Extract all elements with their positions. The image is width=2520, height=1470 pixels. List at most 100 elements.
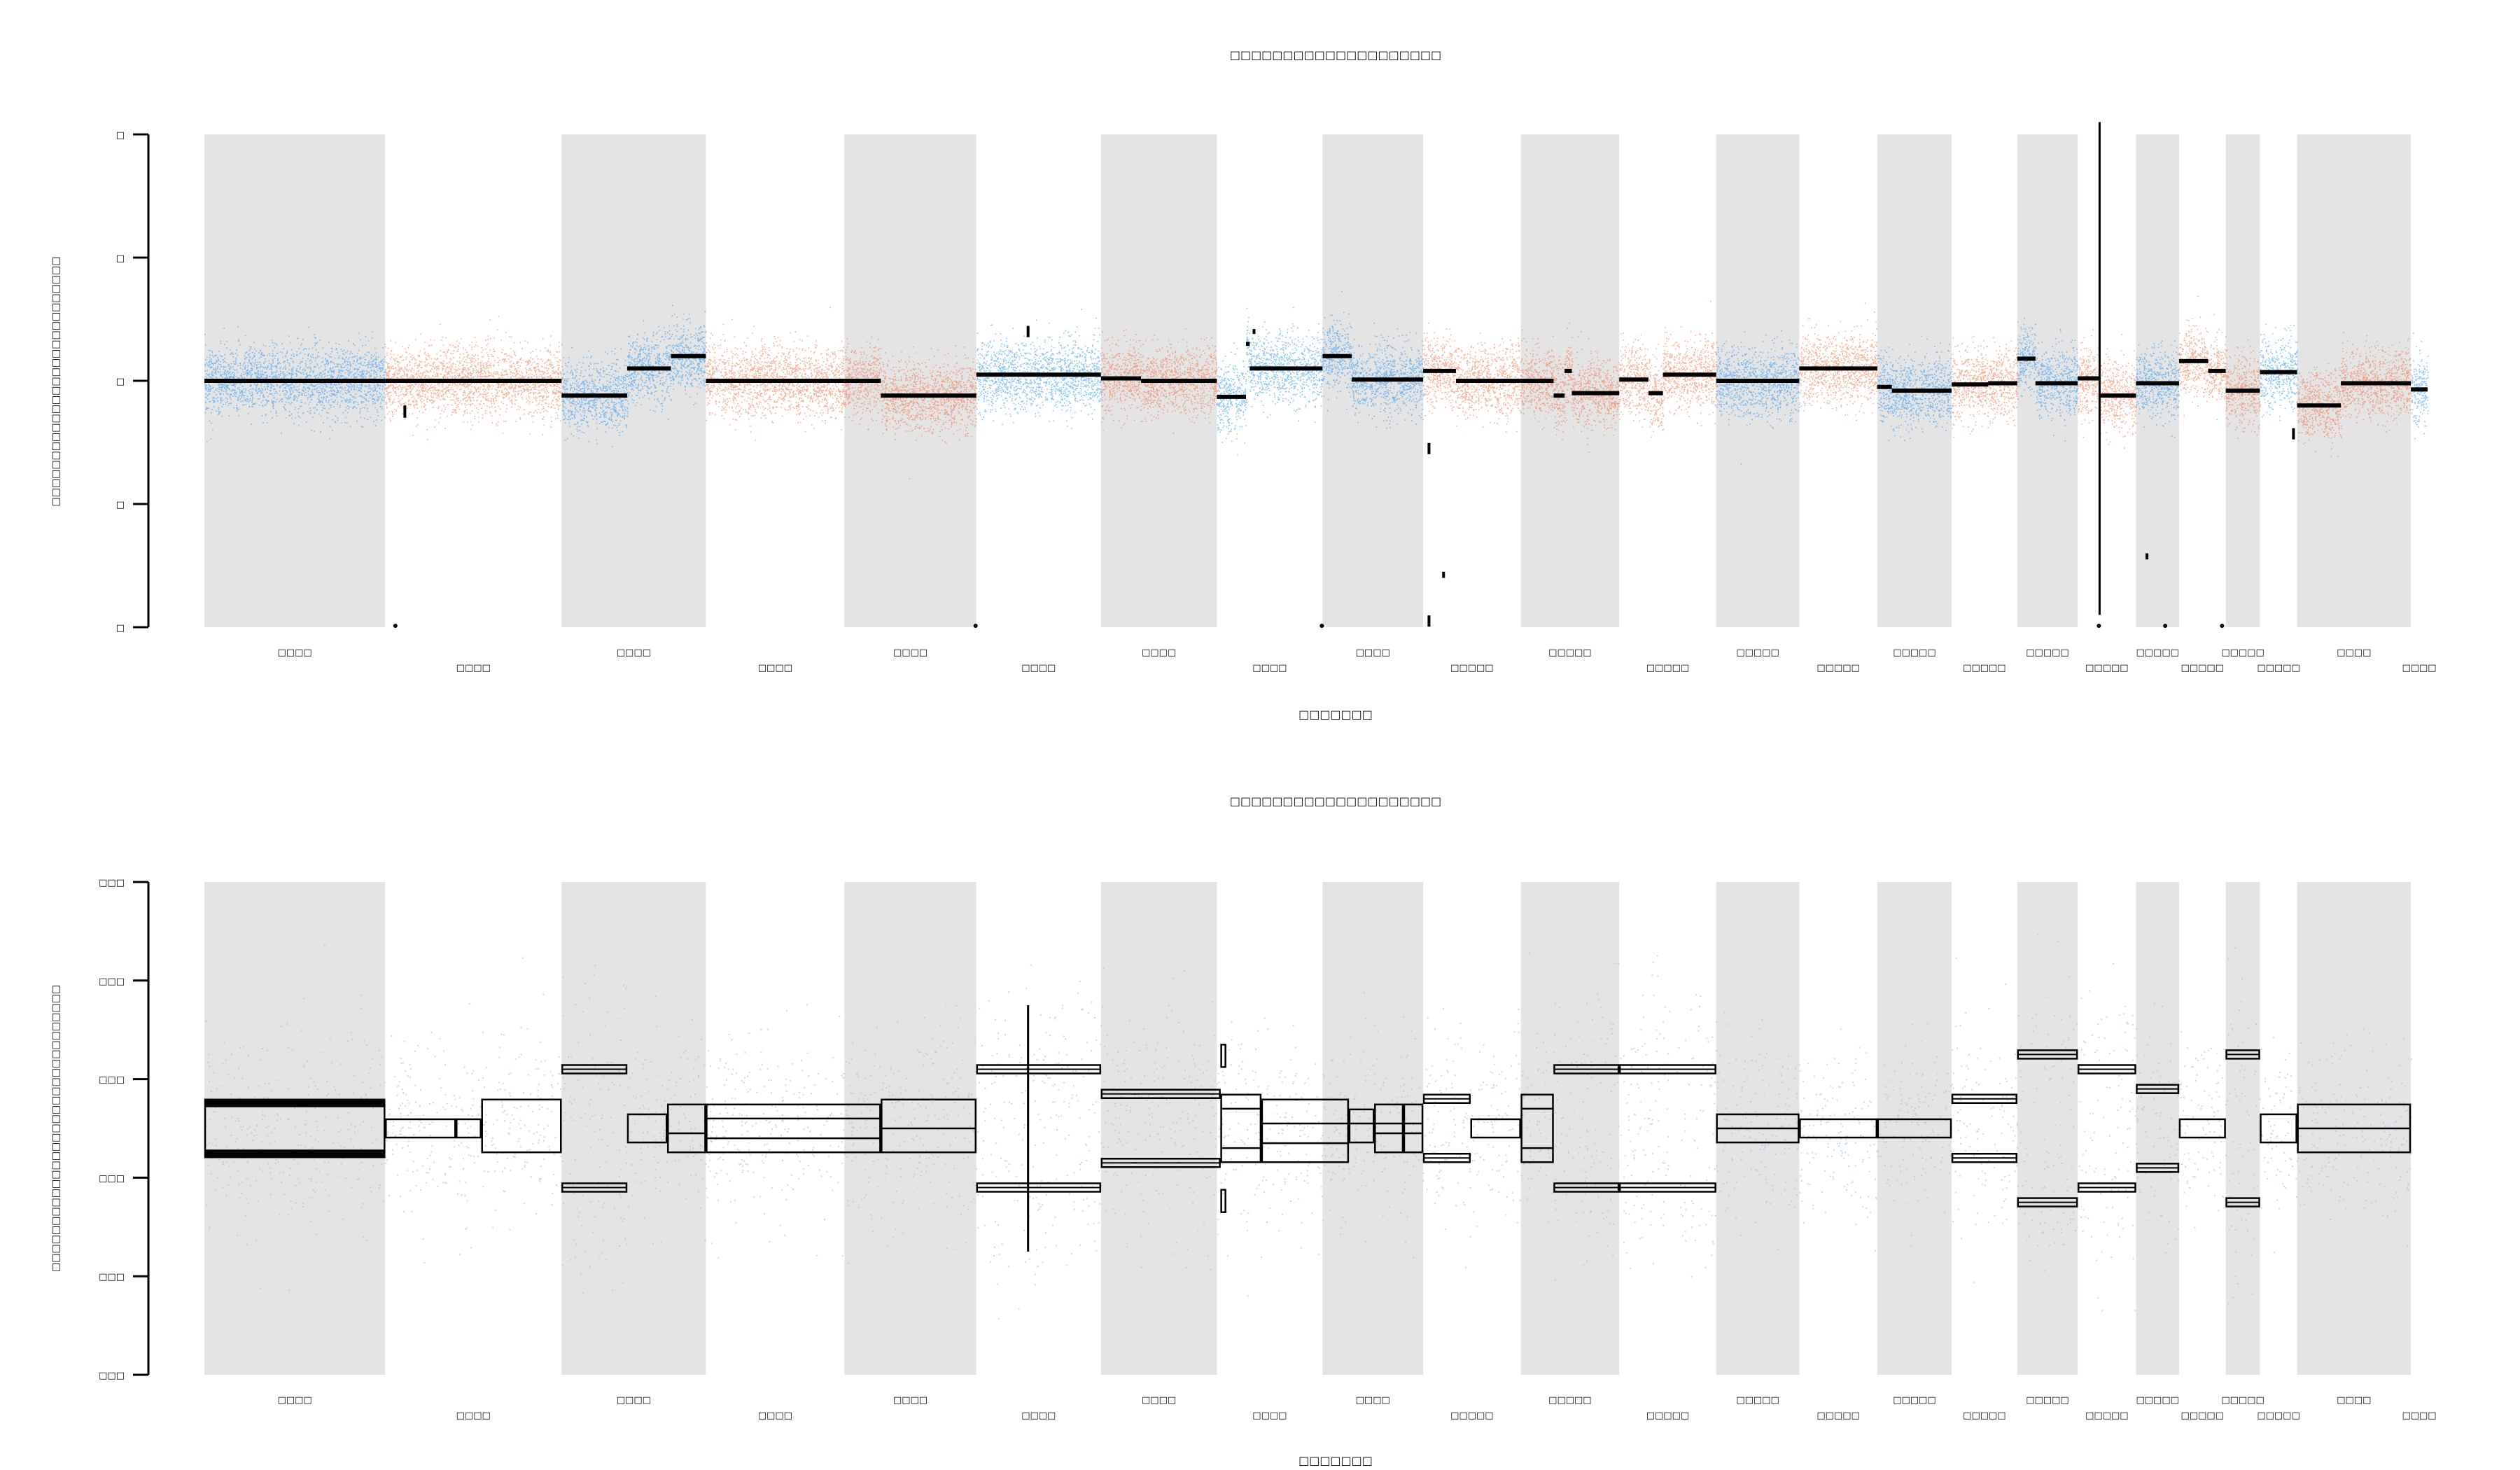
x-tick-label-20: □□□□□: [2181, 663, 2224, 673]
p1-tick-label-3: □: [116, 253, 125, 264]
x-tick-label-9: □□□□: [1356, 648, 1390, 658]
probe-points-3: [561, 304, 707, 448]
x-tick-label-15: □□□□□: [1893, 1395, 1935, 1406]
copy-number-segments: [204, 342, 2428, 408]
x-tick-label-24: □□□□: [2402, 1410, 2436, 1421]
x-tick-label-3: □□□□: [617, 648, 651, 658]
p1-tick-label-4: □: [116, 130, 125, 141]
x-tick-label-6: □□□□: [1021, 663, 1056, 673]
x-tick-label-20: □□□□□: [2181, 1410, 2224, 1421]
y-axis: □□□ □□□ □□□ □□□ □□□ □□□: [99, 878, 150, 1381]
x-tick-label-3: □□□□: [617, 1395, 651, 1406]
x-tick-label-24: □□□□: [2402, 663, 2436, 673]
chromosome-band-15: [1877, 882, 1952, 1375]
x-tick-label-2: □□□□: [456, 1410, 491, 1421]
probe-points-24: [2411, 332, 2429, 440]
x-tick-label-6: □□□□: [1021, 1410, 1056, 1421]
allele-small-box-top: [1220, 1044, 1226, 1068]
x-axis-label: □□□□□□□: [1298, 708, 1373, 721]
allele-box-14: [1348, 1108, 1375, 1144]
p2-tick-label-2: □□□: [99, 1173, 125, 1184]
allele-box-19: [1520, 1093, 1554, 1163]
x-tick-label-23: □□□□: [2337, 648, 2371, 658]
x-tick-labels: □□□□□□□□□□□□□□□□□□□□□□□□□□□□□□□□□□□□□□□□…: [278, 1395, 2437, 1421]
baseline-dot-4: [2096, 624, 2101, 628]
x-tick-label-7: □□□□: [1142, 648, 1176, 658]
x-tick-label-12: □□□□□: [1646, 1410, 1689, 1421]
x-tick-label-19: □□□□□: [2136, 648, 2178, 658]
allele-box-29: [2178, 1118, 2226, 1139]
probe-points-23: [2297, 332, 2412, 458]
x-axis-label: □□□□□□□: [1298, 1454, 1373, 1467]
x-tick-label-4: □□□□: [758, 663, 792, 673]
x-tick-label-4: □□□□: [758, 1410, 792, 1421]
allele-box-2: [384, 1118, 456, 1139]
panel-title: □□□□□□□□□□□□□□□□□□□□: [1230, 48, 1441, 62]
x-tick-label-13: □□□□□: [1736, 648, 1779, 658]
baseline-dot-3: [1320, 624, 1324, 628]
allele-box-24: [1877, 1118, 1952, 1139]
x-tick-label-8: □□□□: [1252, 1410, 1287, 1421]
x-tick-label-17: □□□□□: [2026, 1395, 2068, 1406]
probe-points-18: [2078, 329, 2137, 449]
allele-box-7: [666, 1103, 706, 1154]
chromosome-band-3: [561, 882, 706, 1375]
x-tick-labels: □□□□□□□□□□□□□□□□□□□□□□□□□□□□□□□□□□□□□□□□…: [278, 648, 2437, 673]
chromosome-band-17: [2017, 134, 2078, 627]
x-tick-label-1: □□□□: [278, 1395, 312, 1406]
chromosome-band-15: [1877, 134, 1952, 627]
allele-box-8: [706, 1103, 881, 1154]
p2-tick-label-3: □□□: [99, 1075, 125, 1086]
snp-scatter: [204, 933, 2412, 1320]
p1-tick-label-2: □: [116, 377, 125, 387]
allele-box-1: [204, 1098, 386, 1158]
x-tick-label-11: □□□□□: [1548, 1395, 1591, 1406]
probe-points-5: [844, 336, 978, 479]
p2-tick-label-5: □□□: [99, 878, 125, 888]
p2-tick-label-0: □□□: [99, 1371, 125, 1381]
x-tick-label-14: □□□□□: [1816, 1410, 1859, 1421]
probe-points-1: [204, 326, 386, 442]
x-tick-label-23: □□□□: [2337, 1395, 2371, 1406]
chromosome-band-11: [1520, 882, 1620, 1375]
probe-points-13: [1716, 330, 1800, 465]
probe-points-19: [2136, 340, 2180, 438]
baseline-dot-1: [393, 624, 398, 628]
baseline-dot-2: [973, 624, 978, 628]
allele-segments: [204, 1005, 2412, 1252]
x-tick-label-22: □□□□□: [2257, 1410, 2300, 1421]
x-tick-label-9: □□□□: [1356, 1395, 1390, 1406]
snp-points: [204, 933, 2412, 1320]
y-axis-label: □□□□□□□□□□□□□□□□□□□□□□□□□□□: [50, 256, 62, 506]
allele-small-box-bottom: [1220, 1189, 1226, 1213]
chromosome-band-7: [1100, 882, 1217, 1375]
allele-box-18: [1470, 1118, 1521, 1139]
baseline-dot-5: [2163, 624, 2168, 628]
x-tick-label-21: □□□□□: [2221, 648, 2264, 658]
copy-number-panel: □□□□□ □□□□□□□□□□□□□□□□□□□□□□□□□□□□□□□□□□…: [50, 48, 2437, 721]
x-tick-label-13: □□□□□: [1736, 1395, 1779, 1406]
x-tick-label-5: □□□□: [893, 1395, 927, 1406]
probe-points-8: [1217, 307, 1324, 456]
p1-tick-label-1: □: [116, 500, 125, 510]
allele-frequency-panel: □□□□□□□□□□□□□□□□□□ □□□□□□□□□□□□□□□□□□□□□…: [50, 794, 2437, 1467]
outlier-marks: [393, 122, 2295, 628]
allele-box-31: [2260, 1113, 2297, 1144]
allele-box-4: [481, 1098, 562, 1154]
x-tick-label-10: □□□□□: [1450, 1410, 1493, 1421]
allele-box-9: [881, 1098, 976, 1154]
allele-box-13: [1261, 1098, 1350, 1163]
allele-box-12: [1220, 1093, 1262, 1163]
chromosome-band-19: [2136, 882, 2179, 1375]
p2-tick-label-4: □□□: [99, 976, 125, 987]
allele-box-23: [1799, 1118, 1878, 1139]
x-tick-label-18: □□□□□: [2085, 1410, 2128, 1421]
x-tick-label-12: □□□□□: [1646, 663, 1689, 673]
x-tick-label-5: □□□□: [893, 648, 927, 658]
chromosome-band-21: [2225, 882, 2260, 1375]
x-tick-label-15: □□□□□: [1893, 648, 1935, 658]
panel-title: □□□□□□□□□□□□□□□□□□□□: [1230, 794, 1441, 808]
x-tick-label-16: □□□□□: [1963, 1410, 2005, 1421]
x-tick-label-10: □□□□□: [1450, 663, 1493, 673]
